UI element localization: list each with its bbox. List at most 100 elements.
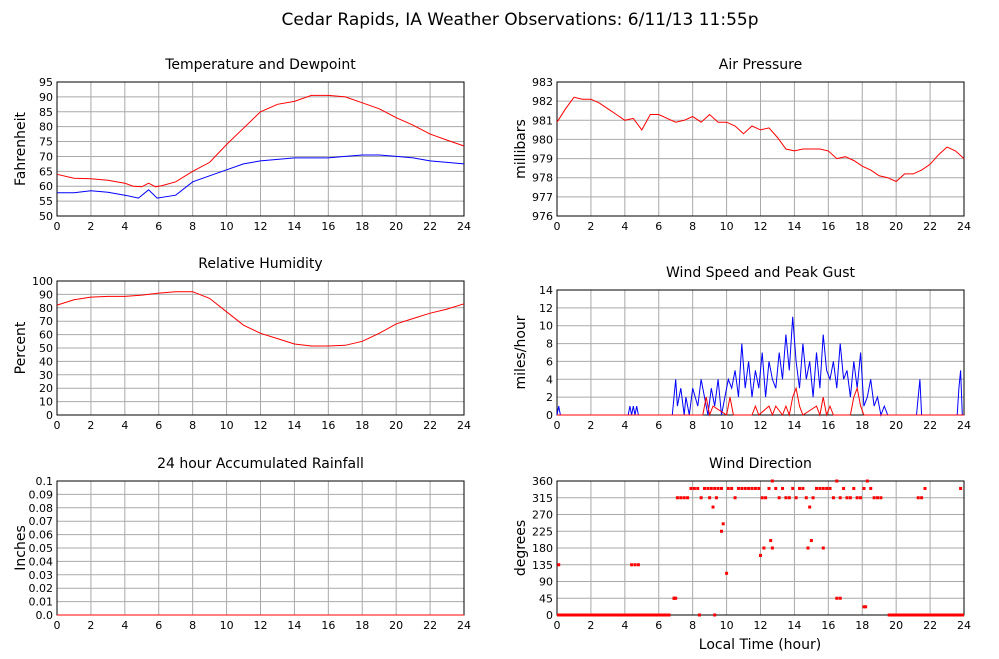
wind-x-tick-label: 6	[655, 419, 662, 432]
humidity-x-tick-label: 0	[54, 419, 61, 432]
temp-y-tick-label: 90	[39, 91, 53, 104]
winddir-point	[767, 486, 771, 490]
pressure-x-tick-label: 18	[855, 220, 869, 233]
winddir-y-tick-label: 180	[532, 542, 553, 555]
humidity-y-tick-label: 90	[39, 288, 53, 301]
humidity-title: Relative Humidity	[198, 256, 322, 272]
winddir-point	[784, 496, 788, 500]
winddir-point	[679, 496, 683, 500]
winddir-point	[726, 486, 730, 490]
humidity-y-tick-label: 80	[39, 302, 53, 315]
wind-x-tick-label: 8	[689, 419, 696, 432]
rain-x-tick-label: 0	[54, 619, 61, 632]
winddir-x-tick-label: 0	[554, 619, 561, 632]
humidity-y-tick-label: 30	[39, 369, 53, 382]
winddir-point	[689, 486, 693, 490]
winddir-point	[719, 529, 723, 533]
winddir-point	[708, 496, 712, 500]
winddir-point	[703, 486, 707, 490]
rain-x-tick-label: 18	[355, 619, 369, 632]
winddir-point	[818, 486, 822, 490]
wind-x-tick-label: 18	[855, 419, 869, 432]
winddir-point	[764, 496, 768, 500]
humidity-frame	[56, 280, 465, 416]
humidity-x-tick-label: 2	[87, 419, 94, 432]
pressure-x-tick-label: 0	[554, 220, 561, 233]
rain-y-tick-label: 0.02	[29, 582, 54, 595]
rain-x-tick-label: 20	[389, 619, 403, 632]
pressure-y-tick-label: 983	[532, 76, 553, 89]
winddir-point	[557, 563, 561, 567]
winddir-point	[769, 539, 773, 543]
rain-grid	[56, 480, 465, 616]
humidity-x-tick-label: 16	[321, 419, 335, 432]
figure-title: Cedar Rapids, IA Weather Observations: 6…	[281, 10, 758, 30]
pressure-y-tick-label: 977	[532, 191, 553, 204]
winddir-point	[859, 496, 863, 500]
winddir-point	[759, 553, 762, 557]
rain-y-tick-label: 0.05	[29, 542, 54, 555]
humidity-grid	[56, 280, 465, 416]
rain-x-tick-label: 14	[287, 619, 301, 632]
temp-y-tick-label: 75	[39, 136, 53, 149]
temp-y-tick-label: 95	[39, 76, 53, 89]
winddir-point	[714, 496, 718, 500]
temp-y-tick-label: 50	[39, 210, 53, 223]
rain-y-axis-label: Inches	[13, 525, 29, 570]
humidity-x-tick-label: 14	[287, 419, 301, 432]
temp-y-tick-label: 70	[39, 150, 53, 163]
winddir-point	[821, 546, 825, 550]
pressure-x-tick-label: 14	[787, 220, 801, 233]
winddir-point	[770, 479, 774, 483]
winddir-point	[852, 486, 856, 490]
winddir-point	[721, 522, 725, 526]
pressure-x-tick-label: 8	[689, 220, 696, 233]
winddir-x-tick-label: 2	[587, 619, 594, 632]
winddir-point	[713, 613, 717, 617]
humidity-y-tick-label: 70	[39, 315, 53, 328]
rain-y-tick-label: 0.01	[29, 596, 54, 609]
winddir-point	[842, 486, 846, 490]
humidity-x-tick-label: 18	[355, 419, 369, 432]
winddir-point	[835, 596, 839, 600]
winddir-point	[838, 496, 842, 500]
winddir-y-tick-label: 225	[532, 525, 553, 538]
winddir-x-tick-label: 16	[821, 619, 835, 632]
rain-y-tick-label: 0.06	[29, 529, 54, 542]
temp-x-tick-label: 2	[87, 220, 94, 233]
humidity-x-tick-label: 12	[254, 419, 268, 432]
winddir-x-tick-label: 12	[754, 619, 768, 632]
humidity-y-tick-label: 100	[32, 275, 53, 288]
winddir-point	[686, 496, 690, 500]
winddir-point	[801, 486, 805, 490]
winddir-point	[828, 486, 832, 490]
winddir-point	[959, 486, 963, 490]
winddir-point	[696, 486, 700, 490]
winddir-point	[806, 546, 810, 550]
wind-y-tick-label: 0	[546, 409, 553, 422]
wind-title: Wind Speed and Peak Gust	[666, 265, 855, 281]
winddir-point	[675, 496, 679, 500]
rain-y-tick-label: 0.04	[29, 555, 54, 568]
temp-x-tick-label: 16	[321, 220, 335, 233]
winddir-y-axis-label: degrees	[513, 520, 529, 576]
pressure-x-tick-label: 10	[720, 220, 734, 233]
winddir-grid	[556, 480, 965, 616]
winddir-point	[862, 605, 866, 609]
wind-x-tick-label: 14	[787, 419, 801, 432]
rain-x-tick-label: 16	[321, 619, 335, 632]
temp-y-tick-label: 80	[39, 121, 53, 134]
winddir-point	[862, 486, 866, 490]
rain-y-tick-label: 0.07	[29, 515, 54, 528]
winddir-point	[753, 486, 757, 490]
winddir-point	[672, 596, 676, 600]
wind-x-tick-label: 10	[720, 419, 734, 432]
winddir-x-tick-label: 8	[689, 619, 696, 632]
winddir-y-tick-label: 270	[532, 509, 553, 522]
rain-x-tick-label: 12	[254, 619, 268, 632]
pressure-y-tick-label: 978	[532, 172, 553, 185]
rain-x-tick-label: 6	[155, 619, 162, 632]
temp-y-tick-label: 85	[39, 106, 53, 119]
